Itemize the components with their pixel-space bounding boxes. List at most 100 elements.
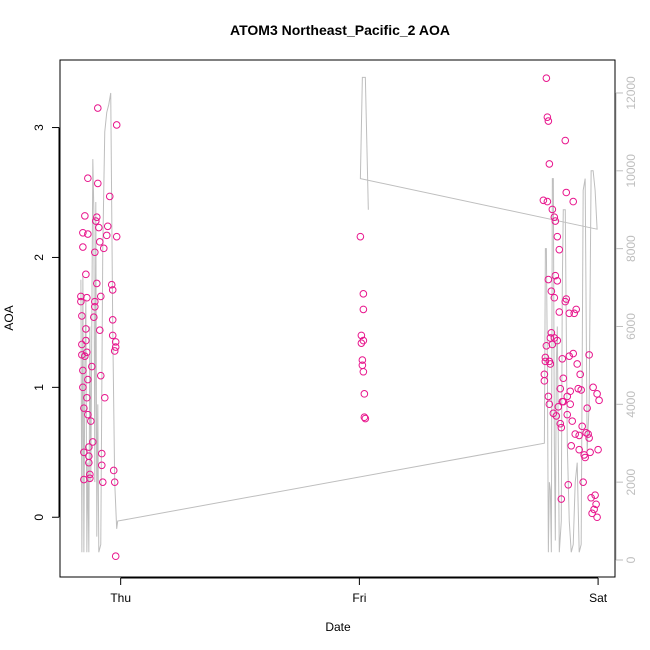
data-point: [587, 493, 595, 502]
data-point: [93, 179, 102, 188]
data-point: [111, 552, 120, 561]
data-point: [558, 354, 567, 363]
data-point: [108, 315, 117, 324]
data-point: [551, 217, 560, 225]
data-point: [593, 513, 601, 522]
data-point: [544, 392, 553, 401]
plot-box: [59, 59, 616, 578]
data-point: [92, 217, 100, 225]
data-point: [84, 230, 92, 238]
chart-title: ATOM3 Northeast_Pacific_2 AOA: [230, 22, 450, 38]
y2-tick-label: 6000: [624, 313, 638, 340]
data-point: [360, 413, 369, 422]
y2-tick-label: 12000: [624, 76, 638, 110]
data-point: [540, 377, 549, 385]
x-tick-label: Fri: [352, 591, 366, 605]
data-point: [96, 292, 105, 301]
data-point: [110, 478, 119, 486]
data-point: [550, 213, 559, 221]
y-tick-label: 1: [32, 384, 46, 391]
data-point: [553, 336, 562, 345]
data-point: [562, 188, 571, 197]
data-point: [85, 443, 93, 451]
data-point: [562, 295, 571, 303]
data-point: [545, 400, 554, 409]
data-point: [559, 374, 568, 383]
data-line: [80, 76, 598, 553]
data-point: [83, 293, 91, 302]
data-point: [563, 410, 572, 419]
data-point: [107, 280, 116, 289]
data-point: [81, 352, 89, 360]
data-point: [559, 397, 568, 406]
data-point: [551, 271, 560, 280]
data-point: [584, 430, 592, 438]
data-point: [569, 197, 578, 206]
data-point: [590, 505, 598, 514]
x-tick-label: Sat: [589, 591, 608, 605]
data-point: [103, 222, 112, 231]
data-point: [578, 422, 586, 431]
data-point: [83, 348, 91, 357]
data-point: [86, 474, 94, 483]
y-tick-label: 2: [32, 254, 46, 261]
data-point: [78, 340, 86, 349]
data-point: [567, 442, 576, 450]
data-point: [85, 458, 93, 467]
data-point: [547, 287, 556, 296]
data-point: [111, 343, 120, 351]
data-point: [588, 509, 596, 518]
data-point: [81, 212, 89, 220]
data-point: [554, 403, 563, 411]
data-point: [97, 461, 106, 470]
data-point: [83, 393, 91, 402]
data-point: [82, 336, 90, 345]
data-point: [564, 480, 573, 489]
data-point: [357, 331, 366, 340]
data-point: [595, 396, 603, 405]
data-point: [544, 275, 553, 284]
data-point: [571, 430, 580, 438]
data-point: [79, 243, 87, 251]
data-point: [576, 370, 584, 379]
data-point: [550, 293, 559, 302]
data-point: [575, 431, 583, 440]
data-point: [358, 356, 367, 364]
data-point: [566, 400, 575, 409]
data-point: [592, 500, 600, 509]
y-axis-label: AOA: [2, 305, 16, 330]
data-point: [552, 412, 561, 420]
data-point: [84, 410, 92, 419]
data-point: [105, 192, 114, 201]
data-point: [557, 423, 566, 432]
data-point: [84, 375, 92, 384]
data-point: [80, 448, 88, 457]
data-point: [88, 362, 96, 371]
data-point: [109, 466, 118, 475]
y-tick-label: 0: [32, 514, 46, 521]
data-point: [93, 104, 102, 112]
data-point: [539, 196, 548, 205]
data-point: [555, 308, 564, 316]
data-point: [91, 297, 99, 306]
y2-tick-label: 2000: [624, 468, 638, 495]
data-point: [95, 326, 104, 334]
data-point: [82, 325, 90, 333]
data-point: [555, 245, 564, 254]
data-point: [78, 312, 86, 320]
data-point: [110, 347, 119, 355]
data-point: [543, 113, 552, 121]
data-point: [359, 290, 368, 298]
data-point: [546, 360, 555, 368]
data-point: [93, 279, 101, 288]
data-point: [108, 331, 117, 340]
data-point: [583, 404, 591, 412]
data-point: [93, 213, 101, 221]
data-point: [573, 360, 582, 368]
y2-tick-label: 4000: [624, 391, 638, 418]
data-point: [577, 386, 585, 394]
data-point: [553, 232, 562, 241]
data-point: [591, 491, 599, 499]
data-point: [84, 174, 92, 183]
data-point: [359, 305, 368, 314]
